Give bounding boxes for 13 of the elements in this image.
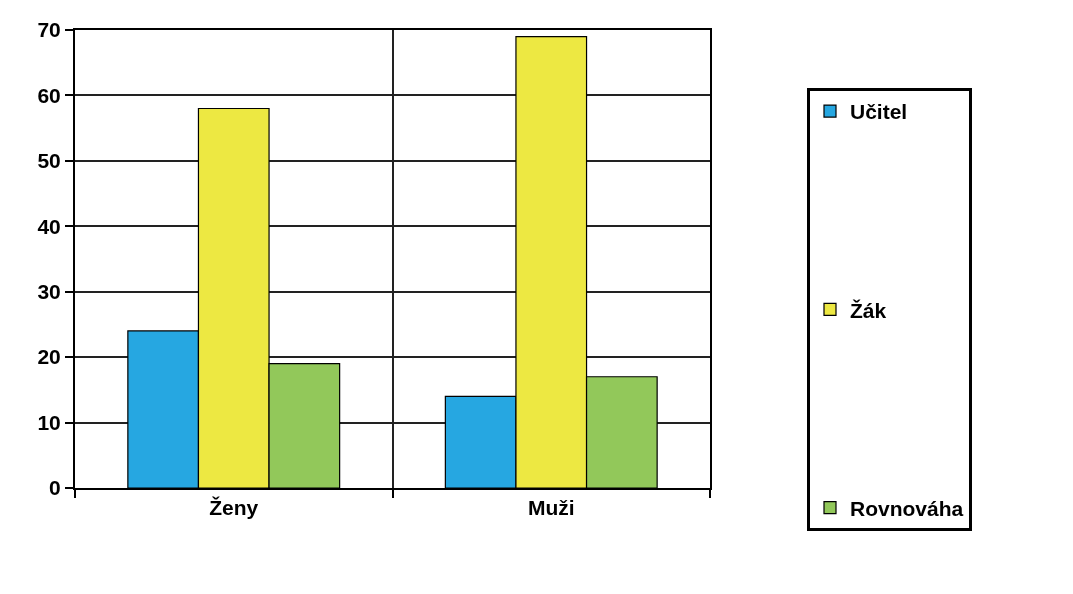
y-tick-label: 30 (37, 280, 61, 304)
y-tick-label: 10 (37, 410, 61, 434)
y-tick-label: 60 (37, 83, 61, 107)
x-tick-label: Ženy (209, 496, 259, 520)
legend-label: Žák (850, 298, 887, 322)
y-tick-label: 50 (37, 149, 61, 173)
x-tick-label: Muži (527, 496, 575, 520)
legend-label: Učitel (850, 100, 908, 124)
y-tick-label: 70 (37, 18, 61, 42)
y-tick-label: 0 (49, 476, 61, 500)
legend-label: Rovnováha (850, 496, 964, 520)
y-tick-label: 20 (37, 345, 61, 369)
y-tick-label: 40 (37, 214, 61, 238)
